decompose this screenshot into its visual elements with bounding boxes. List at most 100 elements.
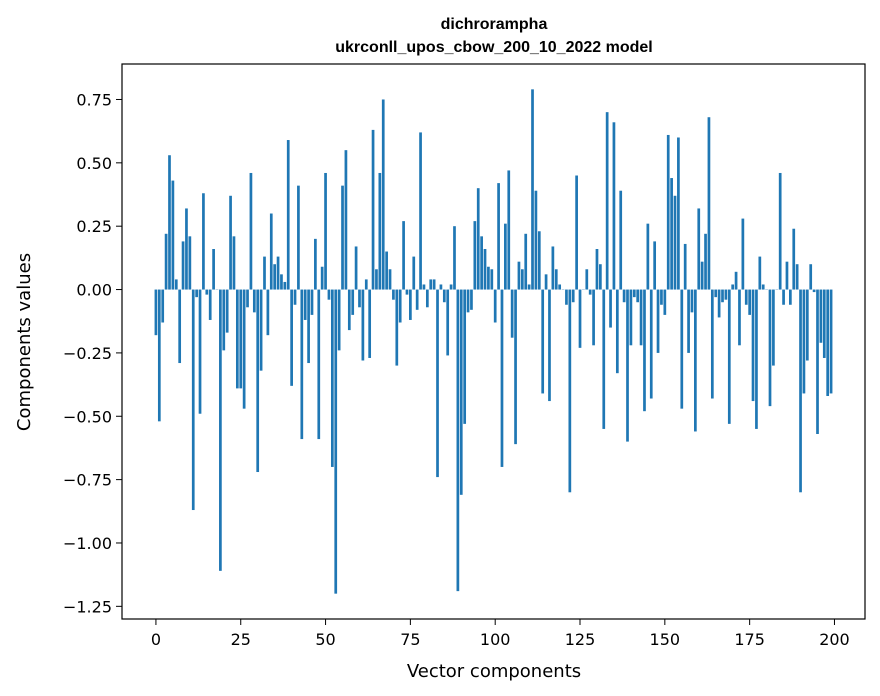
bar — [317, 289, 321, 440]
bar — [392, 289, 395, 300]
bar — [571, 289, 575, 303]
bar — [256, 289, 260, 473]
bar — [789, 289, 792, 305]
bar — [656, 289, 660, 353]
bar — [490, 269, 494, 290]
bar — [514, 289, 517, 445]
y-tick-label: −1.00 — [63, 534, 112, 553]
bar — [680, 289, 684, 409]
bar — [453, 226, 456, 290]
bar — [534, 190, 538, 290]
bar — [242, 289, 246, 409]
bar — [758, 256, 762, 290]
bar — [347, 289, 351, 331]
bar — [425, 289, 429, 308]
bar — [605, 112, 609, 290]
bar — [636, 289, 640, 303]
bar — [280, 274, 283, 290]
bar — [660, 289, 663, 305]
bar — [388, 269, 392, 290]
bar — [266, 289, 270, 336]
bar — [174, 279, 178, 290]
bar — [463, 289, 467, 424]
bar — [286, 140, 290, 290]
bar — [290, 289, 293, 386]
bar — [239, 289, 243, 389]
bar — [731, 284, 735, 290]
bar — [402, 221, 405, 290]
bar — [381, 99, 385, 290]
x-tick-label: 150 — [650, 630, 681, 649]
bar — [320, 266, 324, 290]
bar — [643, 289, 646, 412]
bar — [273, 264, 277, 290]
bar — [741, 218, 745, 290]
bar — [222, 289, 226, 351]
bar — [663, 289, 667, 315]
bar — [700, 261, 704, 290]
plot-frame — [121, 63, 866, 620]
bar — [599, 264, 602, 290]
bar — [154, 289, 158, 336]
bar — [805, 289, 809, 361]
bar — [276, 256, 280, 290]
bar — [476, 188, 480, 290]
bar — [246, 289, 249, 308]
bar — [609, 289, 612, 328]
bar — [738, 289, 741, 346]
bar — [229, 195, 232, 290]
bar — [385, 251, 388, 290]
bar — [439, 284, 443, 290]
chart-title-line1: dichrorampha — [441, 16, 548, 33]
bar — [442, 289, 446, 303]
bar — [724, 289, 728, 300]
bar — [632, 289, 636, 298]
bar — [470, 289, 473, 310]
bar — [368, 289, 372, 358]
bar — [449, 284, 453, 290]
bar — [527, 284, 531, 290]
bar — [459, 289, 463, 495]
bar — [327, 289, 331, 300]
bar — [558, 284, 562, 290]
bar — [178, 289, 182, 364]
bar — [524, 233, 528, 290]
bar — [232, 236, 236, 290]
bar — [755, 289, 758, 429]
bar — [297, 185, 300, 290]
x-tick-label: 100 — [480, 630, 511, 649]
bar — [734, 271, 738, 290]
bar — [446, 289, 450, 356]
bar — [269, 213, 273, 290]
bar — [219, 289, 222, 571]
bar-series — [154, 89, 833, 594]
bar — [310, 289, 314, 315]
bar — [595, 249, 599, 290]
bar — [188, 236, 192, 290]
bar — [697, 208, 701, 290]
bar — [168, 155, 171, 290]
x-tick-label: 50 — [315, 630, 335, 649]
bar — [578, 289, 582, 348]
bar — [826, 289, 830, 396]
bar — [398, 289, 402, 323]
bar — [710, 289, 714, 399]
bar — [592, 289, 595, 346]
bar — [816, 289, 819, 434]
bar — [303, 289, 307, 320]
bar — [419, 132, 422, 290]
bar — [235, 289, 239, 389]
bar — [436, 289, 439, 478]
bar — [212, 249, 215, 290]
bar — [792, 228, 796, 290]
bar — [483, 249, 487, 290]
bar — [602, 289, 606, 429]
bar — [473, 221, 477, 290]
bar — [744, 289, 748, 305]
bar — [785, 261, 789, 290]
bar — [493, 289, 497, 323]
bar — [822, 289, 826, 358]
bar — [531, 89, 534, 290]
y-axis-ticks: −1.25 −1.00 −0.75 −0.50 −0.25 0.00 0.25 0.50 0.7… — [63, 90, 122, 616]
